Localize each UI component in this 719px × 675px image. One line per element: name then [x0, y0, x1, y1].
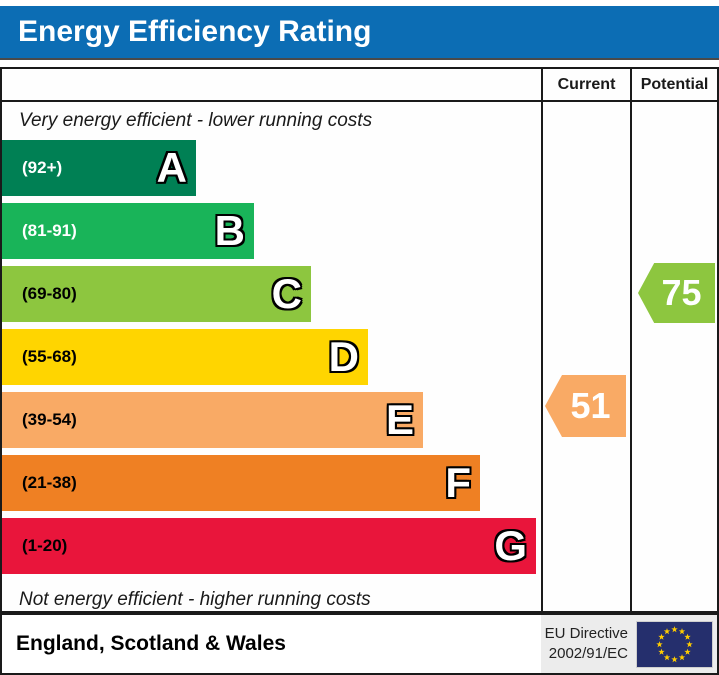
band-d: (55-68) D	[2, 329, 368, 385]
header-potential: Potential	[630, 69, 717, 100]
footer-bar: England, Scotland & Wales EU Directive 2…	[0, 613, 719, 675]
band-d-letter: D	[328, 333, 359, 380]
header-spacer	[2, 69, 541, 100]
band-g-letter: G	[494, 522, 527, 569]
band-c-range: (69-80)	[22, 284, 77, 303]
region-label: England, Scotland & Wales	[16, 632, 286, 655]
band-a: (92+) A	[2, 140, 196, 196]
eu-directive-text: EU Directive 2002/91/EC	[545, 624, 628, 665]
band-e: (39-54) E	[2, 392, 423, 448]
header-current: Current	[541, 69, 630, 100]
potential-column	[630, 102, 717, 611]
current-value: 51	[570, 385, 611, 426]
current-column	[541, 102, 630, 611]
eu-directive-line1: EU Directive	[544, 624, 628, 642]
top-note: Very energy efficient - lower running co…	[19, 110, 373, 131]
band-a-letter: A	[156, 144, 187, 191]
potential-indicator: 75	[638, 263, 715, 323]
band-f: (21-38) F	[2, 455, 480, 511]
potential-value: 75	[661, 272, 702, 313]
band-g: (1-20) G	[2, 518, 536, 574]
band-f-range: (21-38)	[22, 473, 77, 492]
band-d-range: (55-68)	[22, 347, 77, 366]
band-c: (69-80) C	[2, 266, 311, 322]
band-f-letter: F	[445, 459, 471, 506]
page-title: Energy Efficiency Rating	[18, 15, 372, 48]
band-e-letter: E	[385, 396, 414, 443]
table-body: Very energy efficient - lower running co…	[2, 102, 717, 611]
eu-directive-line2: 2002/91/EC	[548, 645, 628, 662]
title-bar: Energy Efficiency Rating	[0, 6, 719, 60]
band-a-range: (92+)	[22, 158, 63, 177]
bands-column: Very energy efficient - lower running co…	[2, 102, 541, 611]
eu-flag-icon	[636, 620, 713, 668]
band-e-range: (39-54)	[22, 410, 77, 429]
rating-table: Current Potential Very energy efficient …	[0, 67, 719, 613]
band-b-letter: B	[214, 207, 245, 254]
table-header: Current Potential	[2, 69, 717, 102]
band-b: (81-91) B	[2, 203, 254, 259]
band-b-range: (81-91)	[22, 221, 77, 240]
eu-directive-panel: EU Directive 2002/91/EC	[541, 615, 717, 673]
band-c-letter: C	[271, 270, 302, 317]
band-g-range: (1-20)	[22, 536, 68, 555]
current-indicator: 51	[545, 375, 626, 437]
bottom-note: Not energy efficient - higher running co…	[19, 588, 371, 610]
